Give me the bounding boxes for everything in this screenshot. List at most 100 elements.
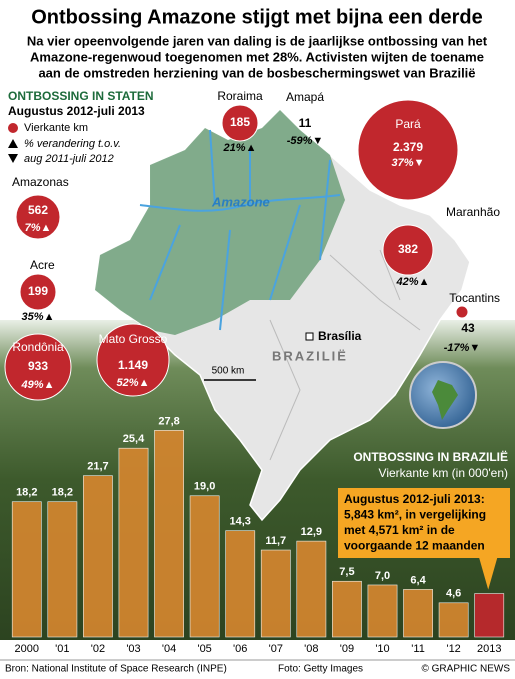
value-label: 12,9 [301,526,322,538]
x-tick-label: '03 [126,643,140,655]
x-tick-label: '05 [197,643,211,655]
value-label: 7,5 [339,566,354,578]
x-tick-label: '01 [55,643,69,655]
state-value: 185 [230,115,250,129]
bar [154,430,184,638]
state-bubble [357,99,459,201]
state-bubble [19,273,57,311]
state-border [269,249,421,461]
state-change: -17%▼ [444,342,481,354]
bar [189,495,220,638]
river-label: Amazone [211,194,270,209]
x-tick-label: '06 [233,643,247,655]
bar [225,530,256,638]
x-tick-label: '08 [304,643,318,655]
state-value: 11 [299,116,312,130]
legend-label: aug 2011-juli 2012 [24,153,114,165]
bar [296,540,327,638]
value-label: 6,4 [410,574,426,586]
value-label: 27,8 [158,415,179,427]
subtitle: Na vier opeenvolgende jaren van daling i… [27,33,488,48]
state-change: 49%▲ [21,379,55,391]
state-name: Acre [30,258,55,272]
bar [332,580,362,638]
state-bubble [221,104,259,142]
state-name: Mato Grosso [99,332,168,346]
state-change: 21%▲ [223,142,257,154]
map-heading: ONTBOSSING IN STATEN [8,89,154,103]
capital-label: Brasília [318,329,362,343]
value-label: 25,4 [123,433,145,445]
state-change: -59%▼ [287,135,324,147]
annotation-text: voorgaande 12 maanden [344,539,485,553]
bar [403,589,433,638]
value-label: 18,2 [16,487,37,499]
x-tick-label: 2000 [15,643,39,655]
bar [367,584,398,638]
value-label: 14,3 [230,516,251,528]
value-label: 7,0 [375,570,390,582]
photo-credit: Foto: Getty Images [278,664,363,675]
bar [438,602,469,638]
subtitle: Amazone-regenwoud toegenomen met 28%. Ac… [30,49,484,64]
annotation-text: Augustus 2012-juli 2013: [344,492,485,506]
state-bubble [96,323,170,397]
annotation-text: 5,843 km², in vergelijking [344,508,486,522]
x-tick-label: '02 [91,643,105,655]
legend-label: Vierkante km [24,122,88,134]
state-name: Roraima [217,89,263,103]
bar [83,475,113,638]
x-tick-label: '04 [162,643,176,655]
chart-title: ONTBOSSING IN BRAZILIË [353,449,508,464]
bar [474,593,505,638]
x-tick-label: '07 [269,643,283,655]
state-name: Amapá [286,90,324,104]
river [139,129,341,331]
state-name: Rondônia [12,340,64,354]
legend-label: % verandering t.o.v. [24,138,121,150]
chart-subtitle: Vierkante km (in 000'en) [379,466,508,480]
bar [118,447,149,638]
credit: © GRAPHIC NEWS [422,664,511,675]
bar [260,549,291,638]
state-value: 2.379 [393,140,423,154]
bar [11,501,42,638]
state-name: Tocantins [449,291,500,305]
legend-circle [8,123,18,133]
state-change: 37%▼ [392,157,425,169]
x-tick-label: '12 [446,643,460,655]
annotation-text: met 4,571 km² in de [344,523,455,537]
state-value: 199 [28,284,48,298]
state-name: Pará [395,117,421,131]
state-bubble [455,305,469,319]
state-change: 7%▲ [25,222,52,234]
x-tick-label: 2013 [477,643,501,655]
source: Bron: National Institute of Space Resear… [5,664,227,675]
annotation-box [338,488,510,558]
value-label: 19,0 [194,481,215,493]
annotation-pointer [479,558,498,590]
state-bubble [382,224,434,276]
state-name: Amazonas [12,175,69,189]
state-bubble [4,333,72,401]
value-label: 11,7 [265,535,286,547]
value-label: 21,7 [87,461,108,473]
value-label: 18,2 [52,487,73,499]
state-value: 1.149 [118,358,148,372]
state-value: 43 [461,321,475,335]
state-bubble [15,194,61,240]
x-tick-label: '09 [340,643,354,655]
bar [47,501,78,638]
map-period: Augustus 2012-juli 2013 [8,104,145,118]
legend-up [8,139,18,148]
state-value: 562 [28,203,48,217]
x-tick-label: '10 [375,643,389,655]
title: Ontbossing Amazone stijgt met bijna een … [31,6,483,28]
legend-down [8,154,18,163]
state-value: 382 [398,242,418,256]
state-change: 42%▲ [396,276,430,288]
subtitle: aan de omstreden herziening van de bosbe… [38,65,475,80]
country-label: BRAZILIË [272,348,348,363]
state-value: 933 [28,359,48,373]
